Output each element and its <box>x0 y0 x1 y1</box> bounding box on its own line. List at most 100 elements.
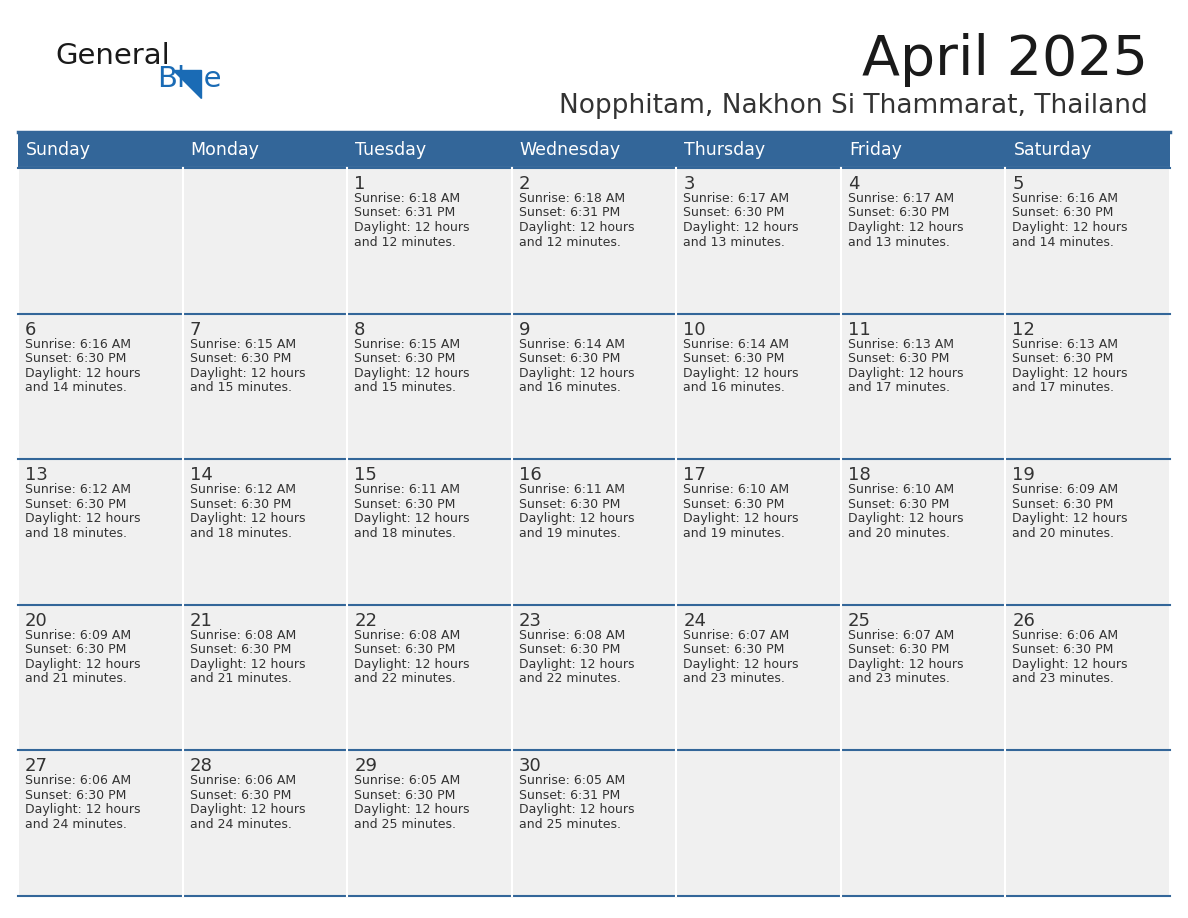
Text: Daylight: 12 hours: Daylight: 12 hours <box>190 803 305 816</box>
Text: Sunrise: 6:17 AM: Sunrise: 6:17 AM <box>848 192 954 205</box>
Text: 7: 7 <box>190 320 201 339</box>
Text: and 24 minutes.: and 24 minutes. <box>25 818 127 831</box>
Text: 9: 9 <box>519 320 530 339</box>
Text: Sunset: 6:30 PM: Sunset: 6:30 PM <box>848 353 949 365</box>
Text: 14: 14 <box>190 466 213 484</box>
Text: Sunrise: 6:13 AM: Sunrise: 6:13 AM <box>1012 338 1118 351</box>
Text: 25: 25 <box>848 611 871 630</box>
Text: Sunrise: 6:12 AM: Sunrise: 6:12 AM <box>190 483 296 497</box>
Bar <box>347 168 512 314</box>
Bar <box>18 459 183 605</box>
Bar <box>841 132 1005 168</box>
Text: and 14 minutes.: and 14 minutes. <box>1012 236 1114 249</box>
Text: Sunset: 6:30 PM: Sunset: 6:30 PM <box>190 353 291 365</box>
Text: 17: 17 <box>683 466 706 484</box>
Bar <box>183 314 347 459</box>
Bar <box>676 605 841 750</box>
Text: Sunrise: 6:05 AM: Sunrise: 6:05 AM <box>354 775 461 788</box>
Text: 3: 3 <box>683 175 695 193</box>
Bar <box>1005 168 1170 314</box>
Text: 6: 6 <box>25 320 37 339</box>
Text: 27: 27 <box>25 757 48 776</box>
Text: Daylight: 12 hours: Daylight: 12 hours <box>25 366 140 380</box>
Text: and 18 minutes.: and 18 minutes. <box>354 527 456 540</box>
Text: Sunrise: 6:10 AM: Sunrise: 6:10 AM <box>848 483 954 497</box>
Text: 20: 20 <box>25 611 48 630</box>
Text: 10: 10 <box>683 320 706 339</box>
Text: Daylight: 12 hours: Daylight: 12 hours <box>519 512 634 525</box>
Bar <box>347 750 512 896</box>
Bar <box>841 314 1005 459</box>
Bar <box>512 605 676 750</box>
Text: Daylight: 12 hours: Daylight: 12 hours <box>519 658 634 671</box>
Bar <box>512 459 676 605</box>
Text: and 23 minutes.: and 23 minutes. <box>683 672 785 686</box>
Text: and 12 minutes.: and 12 minutes. <box>354 236 456 249</box>
Text: and 17 minutes.: and 17 minutes. <box>848 381 950 394</box>
Text: Daylight: 12 hours: Daylight: 12 hours <box>1012 221 1127 234</box>
Text: 8: 8 <box>354 320 366 339</box>
Text: Sunrise: 6:17 AM: Sunrise: 6:17 AM <box>683 192 789 205</box>
Text: 28: 28 <box>190 757 213 776</box>
Text: and 15 minutes.: and 15 minutes. <box>354 381 456 394</box>
Bar <box>18 750 183 896</box>
Bar <box>347 314 512 459</box>
Text: 15: 15 <box>354 466 377 484</box>
Text: 16: 16 <box>519 466 542 484</box>
Text: Sunset: 6:30 PM: Sunset: 6:30 PM <box>354 353 455 365</box>
Text: Sunrise: 6:05 AM: Sunrise: 6:05 AM <box>519 775 625 788</box>
Text: Sunset: 6:30 PM: Sunset: 6:30 PM <box>683 498 784 510</box>
Bar <box>676 132 841 168</box>
Text: Sunset: 6:30 PM: Sunset: 6:30 PM <box>1012 644 1114 656</box>
Bar <box>512 750 676 896</box>
Text: and 23 minutes.: and 23 minutes. <box>848 672 949 686</box>
Text: Daylight: 12 hours: Daylight: 12 hours <box>190 366 305 380</box>
Text: 18: 18 <box>848 466 871 484</box>
Text: and 14 minutes.: and 14 minutes. <box>25 381 127 394</box>
Text: and 12 minutes.: and 12 minutes. <box>519 236 620 249</box>
Text: Daylight: 12 hours: Daylight: 12 hours <box>1012 658 1127 671</box>
Text: Sunset: 6:30 PM: Sunset: 6:30 PM <box>25 644 126 656</box>
Text: and 21 minutes.: and 21 minutes. <box>25 672 127 686</box>
Text: and 18 minutes.: and 18 minutes. <box>25 527 127 540</box>
Bar <box>347 605 512 750</box>
Text: Sunrise: 6:16 AM: Sunrise: 6:16 AM <box>1012 192 1118 205</box>
Bar <box>512 132 676 168</box>
Text: Daylight: 12 hours: Daylight: 12 hours <box>190 658 305 671</box>
Bar <box>183 750 347 896</box>
Text: Daylight: 12 hours: Daylight: 12 hours <box>519 803 634 816</box>
Text: Sunrise: 6:13 AM: Sunrise: 6:13 AM <box>848 338 954 351</box>
Text: Daylight: 12 hours: Daylight: 12 hours <box>354 512 469 525</box>
Text: Daylight: 12 hours: Daylight: 12 hours <box>683 221 798 234</box>
Text: Sunset: 6:30 PM: Sunset: 6:30 PM <box>519 353 620 365</box>
Text: Sunrise: 6:09 AM: Sunrise: 6:09 AM <box>1012 483 1119 497</box>
Text: Monday: Monday <box>190 141 259 159</box>
Text: Daylight: 12 hours: Daylight: 12 hours <box>519 221 634 234</box>
Bar <box>347 459 512 605</box>
Text: Daylight: 12 hours: Daylight: 12 hours <box>683 366 798 380</box>
Bar <box>183 132 347 168</box>
Bar <box>1005 459 1170 605</box>
Text: Sunrise: 6:18 AM: Sunrise: 6:18 AM <box>354 192 460 205</box>
Text: Daylight: 12 hours: Daylight: 12 hours <box>848 221 963 234</box>
Text: Sunset: 6:30 PM: Sunset: 6:30 PM <box>1012 498 1114 510</box>
Text: 2: 2 <box>519 175 530 193</box>
Text: Thursday: Thursday <box>684 141 765 159</box>
Text: Sunrise: 6:08 AM: Sunrise: 6:08 AM <box>519 629 625 642</box>
Text: Daylight: 12 hours: Daylight: 12 hours <box>354 221 469 234</box>
Bar <box>183 605 347 750</box>
Text: and 17 minutes.: and 17 minutes. <box>1012 381 1114 394</box>
Text: and 13 minutes.: and 13 minutes. <box>683 236 785 249</box>
Text: and 22 minutes.: and 22 minutes. <box>354 672 456 686</box>
Text: Daylight: 12 hours: Daylight: 12 hours <box>683 512 798 525</box>
Text: Sunrise: 6:08 AM: Sunrise: 6:08 AM <box>190 629 296 642</box>
Text: Sunrise: 6:07 AM: Sunrise: 6:07 AM <box>848 629 954 642</box>
Text: Daylight: 12 hours: Daylight: 12 hours <box>848 366 963 380</box>
Bar <box>841 459 1005 605</box>
Text: Sunset: 6:30 PM: Sunset: 6:30 PM <box>1012 207 1114 219</box>
Text: 29: 29 <box>354 757 377 776</box>
Bar <box>512 168 676 314</box>
Text: Sunset: 6:30 PM: Sunset: 6:30 PM <box>190 789 291 802</box>
Text: Sunset: 6:30 PM: Sunset: 6:30 PM <box>25 498 126 510</box>
Text: 21: 21 <box>190 611 213 630</box>
